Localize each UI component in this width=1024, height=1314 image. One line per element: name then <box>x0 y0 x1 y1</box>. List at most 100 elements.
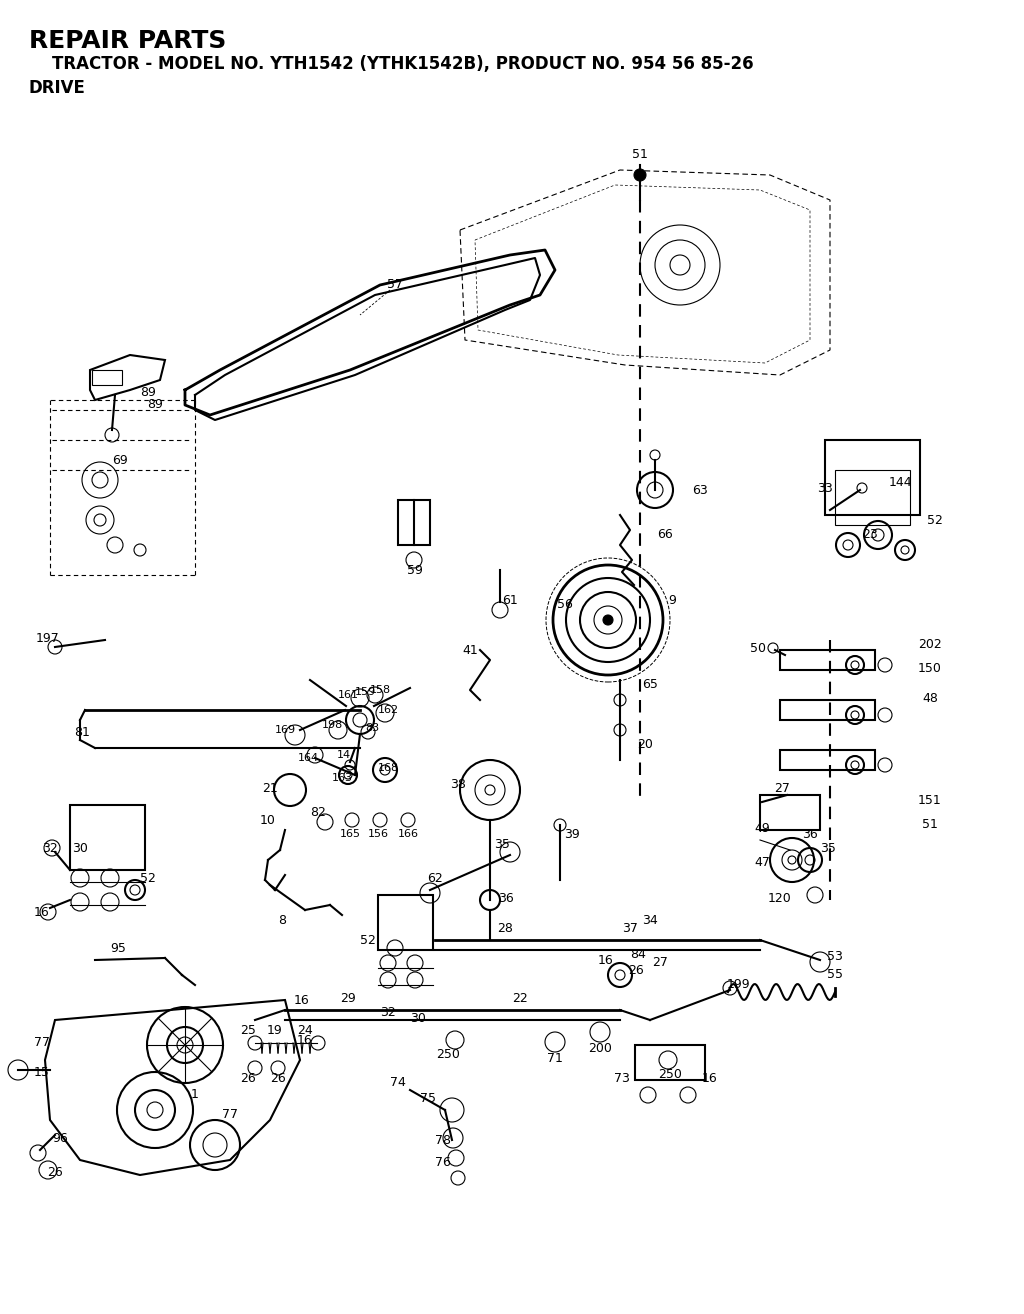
Text: 38: 38 <box>451 778 466 791</box>
Text: 165: 165 <box>340 829 360 840</box>
Text: 39: 39 <box>564 829 580 841</box>
Text: REPAIR PARTS: REPAIR PARTS <box>29 29 226 53</box>
Text: 9: 9 <box>668 594 676 607</box>
Text: 166: 166 <box>397 829 419 840</box>
Text: 71: 71 <box>547 1051 563 1064</box>
Text: 24: 24 <box>297 1024 313 1037</box>
Text: 144: 144 <box>888 476 911 489</box>
Bar <box>825 440 920 515</box>
Bar <box>780 700 874 720</box>
Text: 35: 35 <box>494 838 510 851</box>
Bar <box>70 805 145 870</box>
Text: 16: 16 <box>702 1071 718 1084</box>
Bar <box>760 795 820 830</box>
Text: 41: 41 <box>462 644 478 657</box>
Text: 202: 202 <box>919 639 942 652</box>
Text: 49: 49 <box>754 821 770 834</box>
Text: 75: 75 <box>420 1092 436 1105</box>
Text: 26: 26 <box>47 1167 62 1180</box>
Text: 200: 200 <box>588 1042 612 1055</box>
Text: 51: 51 <box>922 819 938 832</box>
Text: 89: 89 <box>147 398 163 411</box>
Text: 19: 19 <box>267 1024 283 1037</box>
Bar <box>835 470 910 526</box>
Bar <box>92 371 122 385</box>
Text: 56: 56 <box>557 598 573 611</box>
Text: 35: 35 <box>820 841 836 854</box>
Bar <box>378 895 433 950</box>
Text: 16: 16 <box>598 954 613 967</box>
Text: 21: 21 <box>262 782 278 795</box>
Text: 32: 32 <box>42 841 58 854</box>
Text: 52: 52 <box>360 933 376 946</box>
Text: 36: 36 <box>802 829 818 841</box>
Text: 250: 250 <box>658 1067 682 1080</box>
Text: 81: 81 <box>74 725 90 738</box>
Text: 197: 197 <box>36 632 59 644</box>
Text: 15: 15 <box>34 1066 50 1079</box>
Text: 66: 66 <box>657 528 673 541</box>
Text: 34: 34 <box>642 913 657 926</box>
Text: 250: 250 <box>436 1047 460 1060</box>
Text: 20: 20 <box>637 738 653 752</box>
Text: DRIVE: DRIVE <box>29 79 86 97</box>
Text: 163: 163 <box>332 773 352 783</box>
Text: 14: 14 <box>337 750 351 759</box>
Text: 73: 73 <box>614 1071 630 1084</box>
Text: 16: 16 <box>34 905 50 918</box>
Text: 48: 48 <box>922 691 938 704</box>
Text: 37: 37 <box>622 921 638 934</box>
Text: 29: 29 <box>340 992 356 1004</box>
Text: 23: 23 <box>862 528 878 541</box>
Text: 50: 50 <box>750 641 766 654</box>
Text: 32: 32 <box>380 1005 396 1018</box>
Text: 30: 30 <box>410 1012 426 1025</box>
Text: 78: 78 <box>435 1134 451 1147</box>
Text: 28: 28 <box>497 921 513 934</box>
Text: 76: 76 <box>435 1155 451 1168</box>
Circle shape <box>603 615 613 625</box>
Text: 74: 74 <box>390 1075 406 1088</box>
Text: 82: 82 <box>310 805 326 819</box>
Text: 89: 89 <box>140 385 156 398</box>
Text: 158: 158 <box>370 685 390 695</box>
Text: 96: 96 <box>52 1131 68 1144</box>
Text: 63: 63 <box>692 484 708 497</box>
Text: 16: 16 <box>297 1034 313 1046</box>
Text: 77: 77 <box>34 1037 50 1050</box>
Text: 1: 1 <box>191 1088 199 1101</box>
Text: 83: 83 <box>365 723 379 733</box>
Text: TRACTOR - MODEL NO. YTH1542 (YTHK1542B), PRODUCT NO. 954 56 85-26: TRACTOR - MODEL NO. YTH1542 (YTHK1542B),… <box>29 55 754 74</box>
Text: 53: 53 <box>827 950 843 963</box>
Text: 36: 36 <box>498 891 514 904</box>
Text: 27: 27 <box>652 955 668 968</box>
Text: 55: 55 <box>827 968 843 982</box>
Text: 198: 198 <box>322 720 343 731</box>
Text: 25: 25 <box>240 1024 256 1037</box>
Text: 52: 52 <box>140 871 156 884</box>
Text: 30: 30 <box>72 841 88 854</box>
Bar <box>398 501 430 545</box>
Text: 26: 26 <box>270 1071 286 1084</box>
Text: 84: 84 <box>630 949 646 962</box>
Text: 69: 69 <box>112 453 128 466</box>
Text: 26: 26 <box>240 1071 256 1084</box>
Circle shape <box>634 170 646 181</box>
Circle shape <box>274 774 306 805</box>
Text: 77: 77 <box>222 1109 238 1122</box>
Text: 162: 162 <box>378 706 398 715</box>
Text: 62: 62 <box>427 871 442 884</box>
Text: 199: 199 <box>726 979 750 992</box>
Text: 26: 26 <box>628 963 644 976</box>
Text: 120: 120 <box>768 891 792 904</box>
Text: 16: 16 <box>294 993 310 1007</box>
Text: 51: 51 <box>632 148 648 162</box>
Text: 151: 151 <box>919 794 942 807</box>
Text: 156: 156 <box>368 829 388 840</box>
Text: 22: 22 <box>512 992 528 1004</box>
Text: 57: 57 <box>387 279 403 292</box>
Bar <box>635 1045 705 1080</box>
Text: 61: 61 <box>502 594 518 607</box>
Text: 164: 164 <box>297 753 318 763</box>
Text: 150: 150 <box>919 661 942 674</box>
